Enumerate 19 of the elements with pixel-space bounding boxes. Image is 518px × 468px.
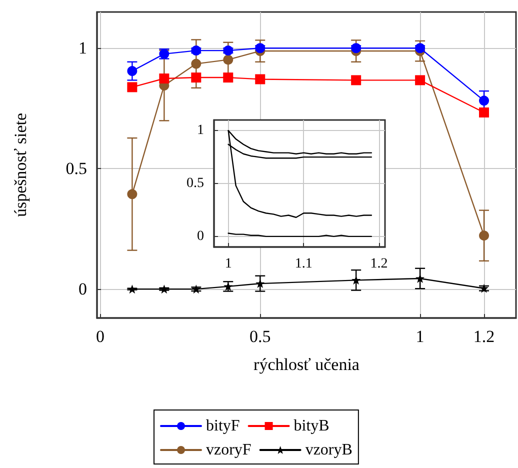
x-tick-label: 0.5: [249, 327, 271, 346]
legend-label: vzoryB: [305, 442, 352, 458]
y-tick-label: 0: [78, 280, 87, 299]
legend-label: vzoryF: [206, 442, 252, 458]
x-tick-label: 1: [224, 256, 232, 272]
y-tick-label: 0.5: [66, 159, 87, 178]
y-tick-label: 0.5: [186, 176, 204, 191]
x-tick-label: 1: [416, 327, 424, 346]
x-tick-label: 1.2: [370, 256, 388, 272]
y-tick-label: 0: [197, 228, 204, 244]
y-axis-title: úspešnosť siete: [11, 112, 30, 218]
legend-label: bityF: [206, 418, 240, 434]
x-tick-label: 1.2: [473, 327, 495, 346]
legend-label: bityB: [294, 418, 330, 434]
y-tick-label: 1: [78, 38, 87, 58]
x-axis-title: rýchlosť učenia: [254, 355, 360, 374]
y-tick-label: 1: [197, 123, 204, 138]
x-tick-label: 0: [96, 327, 104, 346]
x-tick-label: 1.1: [294, 256, 312, 272]
